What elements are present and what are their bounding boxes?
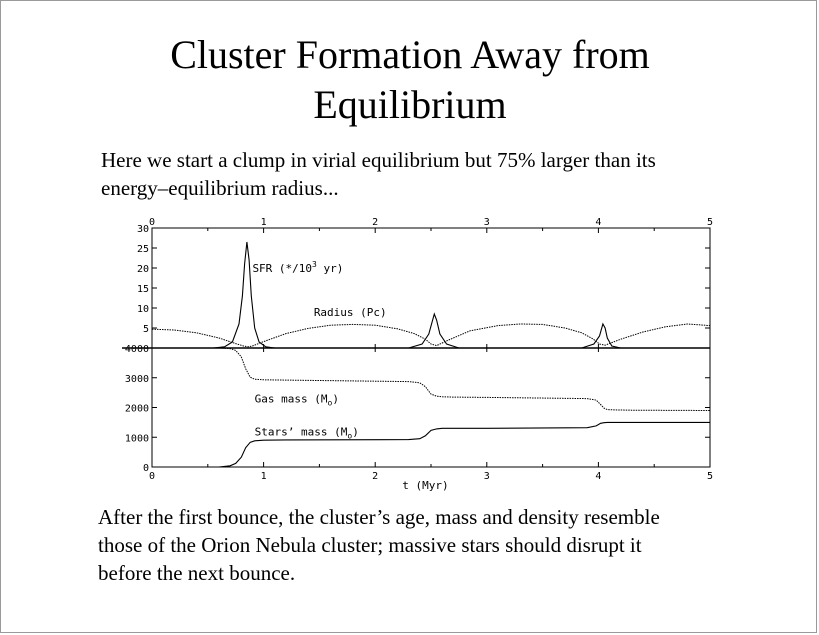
outro-line-1: After the first bounce, the cluster’s ag… [98, 505, 660, 529]
x-tick-label: 1 [261, 471, 267, 482]
y-tick-label-bottom: 2000 [125, 404, 149, 415]
x-tick-label: 3 [484, 471, 490, 482]
y-tick-label-top: 25 [137, 244, 149, 255]
x-tick-label-top: 5 [707, 217, 713, 228]
x-axis-label: t (Myr) [402, 479, 448, 492]
intro-paragraph: Here we start a clump in virial equilibr… [101, 146, 801, 202]
slide-title: Cluster Formation Away from Equilibrium [60, 30, 760, 130]
gas-mass-series-line [152, 347, 711, 411]
radius-annotation: Radius (Pc) [314, 306, 387, 319]
x-tick-label: 0 [149, 471, 155, 482]
x-tick-label: 5 [707, 471, 713, 482]
conclusion-paragraph: After the first bounce, the cluster’s ag… [98, 503, 798, 587]
x-tick-label-top: 4 [595, 217, 601, 228]
simulation-plot: 0011223344555101520253001000200030004000… [122, 217, 713, 492]
radius-series-line [151, 323, 711, 348]
y-tick-label-top: 30 [137, 224, 149, 235]
x-tick-label: 2 [372, 471, 378, 482]
x-tick-label-top: 1 [261, 217, 267, 228]
intro-line-2: energy–equilibrium radius... [101, 176, 339, 200]
title-line-2: Equilibrium [313, 82, 507, 127]
stars-mass-annotation: Stars’ mass (Mo) [255, 425, 359, 440]
x-tick-label: 4 [595, 471, 601, 482]
intro-line-1: Here we start a clump in virial equilibr… [101, 148, 656, 172]
sfr-annotation: SFR (*/103 yr) [252, 260, 343, 275]
y-tick-label-bottom: 1000 [125, 433, 149, 444]
x-tick-label-top: 3 [484, 217, 490, 228]
y-tick-label-top: 10 [137, 304, 149, 315]
outro-line-3: before the next bounce. [98, 561, 296, 585]
y-tick-label-top: 15 [137, 284, 149, 295]
x-tick-label-top: 0 [149, 217, 155, 228]
stars-mass-series-line [152, 421, 710, 468]
y-tick-label-bottom: 4000 [125, 344, 149, 355]
y-tick-label-top: 5 [143, 324, 149, 335]
outro-line-2: those of the Orion Nebula cluster; massi… [98, 533, 642, 557]
gas-mass-annotation: Gas mass (Mo) [255, 393, 339, 408]
y-tick-label-top: 20 [137, 264, 149, 275]
title-line-1: Cluster Formation Away from [170, 32, 650, 77]
x-tick-label-top: 2 [372, 217, 378, 228]
y-tick-label-bottom: 0 [143, 463, 149, 474]
sfr-series-line [213, 241, 621, 349]
y-tick-label-bottom: 3000 [125, 374, 149, 385]
simulation-figure: 0 0 1 1 2 2 3 3 4 4 5 5 5 10 15 20 25 30 0 1000 2000 3000 4000… [100, 212, 730, 502]
